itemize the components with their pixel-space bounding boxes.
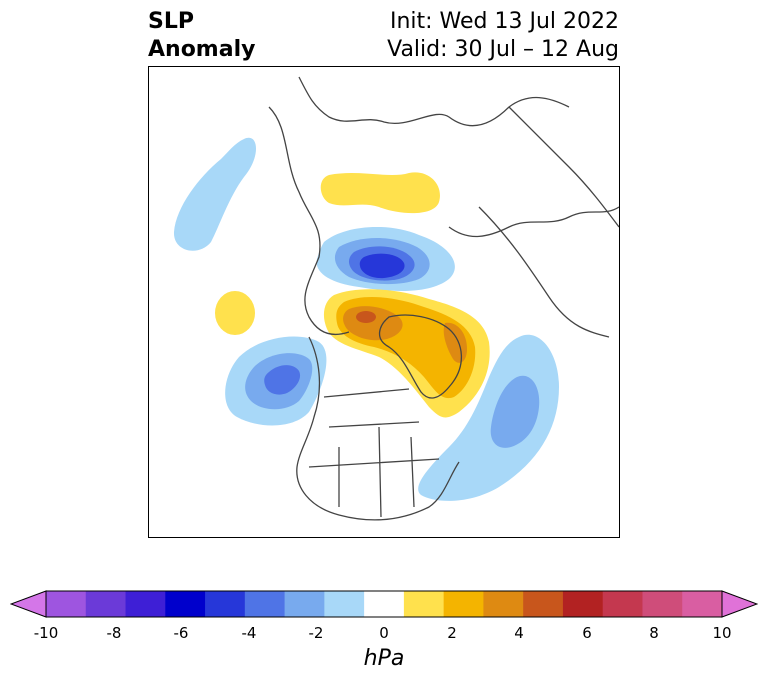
colorbar-bin bbox=[562, 591, 604, 617]
colorbar-unit: hPa bbox=[363, 646, 405, 671]
colorbar-bin bbox=[364, 591, 405, 617]
tick-label: 2 bbox=[447, 624, 457, 642]
init-date: Init: Wed 13 Jul 2022 bbox=[389, 9, 619, 34]
title-line-2: Anomaly bbox=[148, 37, 256, 62]
colorbar-bin bbox=[523, 591, 564, 617]
colorbar-bin bbox=[443, 591, 484, 617]
colorbar-bin bbox=[205, 591, 246, 617]
colorbar-ticks: -10 -8 -6 -4 -2 0 2 4 6 8 10 bbox=[0, 624, 768, 646]
colorbar-bin bbox=[602, 591, 643, 617]
valid-range: Valid: 30 Jul – 12 Aug bbox=[387, 37, 619, 62]
anomaly-north-atlantic bbox=[418, 334, 559, 501]
tick-label: -8 bbox=[106, 624, 122, 642]
tick-label: 8 bbox=[649, 624, 659, 642]
anomaly-greenland bbox=[323, 289, 490, 418]
colorbar-bin bbox=[46, 591, 87, 617]
colorbar-outline bbox=[45, 590, 723, 618]
tick-label: -4 bbox=[241, 624, 257, 642]
colorbar-bin bbox=[642, 591, 683, 617]
tick-label: 0 bbox=[379, 624, 389, 642]
date-info: Init: Wed 13 Jul 2022 Valid: 30 Jul – 12… bbox=[387, 8, 619, 64]
title-line-1: SLP bbox=[148, 9, 194, 34]
colorbar-bin bbox=[324, 591, 365, 617]
anomaly-siberia bbox=[320, 172, 440, 214]
tick-label: 6 bbox=[582, 624, 592, 642]
colorbar-extend-max bbox=[721, 590, 758, 618]
anomaly-map bbox=[148, 66, 620, 538]
tick-label: 10 bbox=[712, 624, 732, 642]
colorbar-bin bbox=[682, 591, 723, 617]
tick-label: -10 bbox=[33, 624, 59, 642]
colorbar-bin bbox=[403, 591, 445, 617]
colorbar bbox=[10, 590, 758, 618]
tick-label: 4 bbox=[514, 624, 524, 642]
anomaly-arctic bbox=[316, 226, 455, 291]
tick-label: -2 bbox=[308, 624, 324, 642]
colorbar-bin bbox=[244, 591, 286, 617]
anomaly-bering-sea bbox=[215, 291, 255, 335]
tick-label: -6 bbox=[173, 624, 189, 642]
colorbar-bin bbox=[85, 591, 127, 617]
colorbar-bin bbox=[125, 591, 166, 617]
colorbar-bin bbox=[483, 591, 524, 617]
colorbar-bin bbox=[165, 591, 206, 617]
anomaly-gulf-of-alaska bbox=[225, 336, 327, 426]
map-svg bbox=[173, 76, 619, 521]
colorbar-bin bbox=[284, 591, 325, 617]
anomaly-north-pacific bbox=[173, 137, 257, 251]
coastlines bbox=[268, 76, 619, 521]
colorbar-extend-min bbox=[10, 590, 47, 618]
map-title: SLP Anomaly bbox=[148, 8, 255, 64]
